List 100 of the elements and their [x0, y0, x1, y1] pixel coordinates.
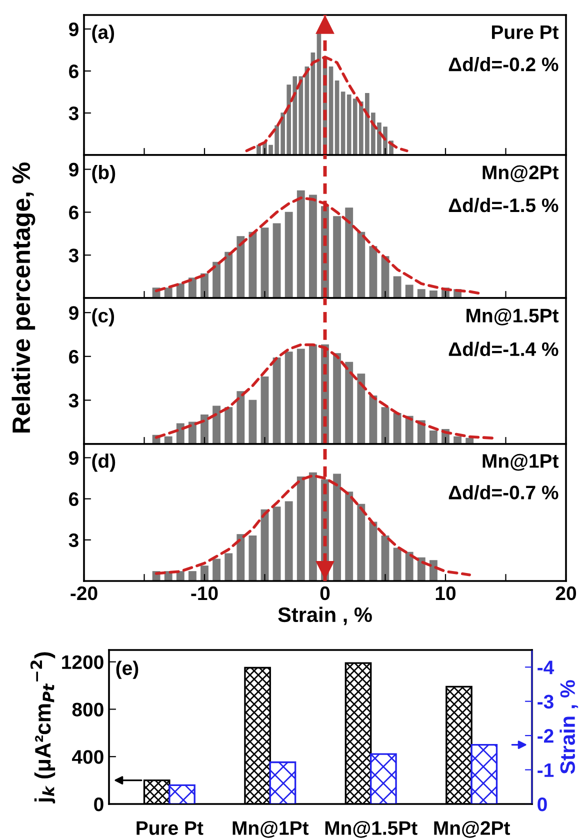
x-tick-label: Mn@1.5Pt — [325, 820, 418, 838]
y-tick-label: 1200 — [62, 655, 104, 670]
y2-tick-label: 0 — [538, 797, 547, 812]
bar — [334, 80, 340, 155]
bar — [212, 558, 221, 581]
bar — [333, 353, 342, 444]
y2-axis-title: Strain , % — [560, 680, 578, 774]
bar — [369, 522, 378, 581]
bar — [260, 228, 269, 298]
y-axis-title: j$_{k}$ (μA²cm$_{Pt}$$^{−2}$) — [30, 652, 56, 804]
bar — [296, 476, 305, 581]
annotation: Δd/d=-1.4 % — [448, 342, 558, 356]
annotation: Mn@1.5Pt — [466, 308, 559, 326]
y-tick-label: 9 — [69, 162, 78, 177]
bar — [200, 414, 208, 444]
y-tick-label: 9 — [69, 306, 78, 320]
y-tick-label: 800 — [72, 702, 104, 716]
bar — [345, 362, 354, 444]
annotation: Mn@1Pt — [482, 454, 559, 471]
annotation: (b) — [92, 165, 116, 184]
x-axis-title: Strain , % — [278, 606, 372, 626]
bar — [272, 358, 281, 444]
bar — [188, 571, 196, 581]
bar — [333, 474, 342, 581]
bar — [200, 566, 208, 581]
bar — [284, 212, 293, 298]
bar — [212, 262, 221, 298]
bar — [248, 535, 257, 581]
bar — [381, 407, 390, 444]
y-axis-title: Relative percentage, % — [12, 162, 36, 432]
bar — [369, 395, 378, 444]
bar — [357, 504, 366, 581]
x-tick-label: -20 — [70, 586, 98, 600]
bar — [212, 406, 221, 444]
bar — [405, 552, 414, 581]
y-tick-label: 3 — [68, 533, 78, 548]
bar — [284, 352, 293, 444]
bar — [200, 273, 208, 298]
y-tick-label: 6 — [69, 64, 78, 78]
bar — [345, 208, 354, 298]
y-tick-label: 6 — [69, 350, 78, 364]
bar — [345, 492, 354, 581]
annotation: Δd/d=-0.2 % — [448, 57, 558, 72]
annotation: (e) — [116, 660, 138, 679]
x-tick-label: Mn@1Pt — [232, 820, 309, 838]
bar — [224, 407, 233, 444]
x-tick-label: -10 — [191, 586, 218, 600]
x-tick-label: 0 — [320, 586, 330, 600]
bar — [308, 344, 317, 444]
bar — [393, 548, 402, 581]
bar — [224, 252, 233, 298]
bar — [333, 216, 342, 298]
annotation: Mn@2Pt — [482, 165, 559, 182]
bar — [429, 430, 438, 444]
bar — [272, 506, 281, 581]
bar — [417, 289, 426, 298]
bar — [236, 391, 245, 444]
y-tick-label: 400 — [72, 750, 104, 764]
bar — [284, 501, 293, 581]
y-tick-label: 3 — [68, 394, 78, 408]
x-tick-label: Pure Pt — [136, 821, 204, 835]
bar — [236, 534, 245, 581]
y2-tick-label: -1 — [538, 763, 554, 777]
y-tick-label: 3 — [68, 106, 78, 120]
x-tick-label: Mn@2Pt — [434, 820, 510, 838]
y-tick-label: 9 — [69, 451, 78, 465]
annotation: (a) — [92, 24, 114, 43]
bar — [308, 472, 317, 581]
annotation: (c) — [92, 308, 114, 326]
bar — [405, 284, 414, 298]
y2-tick-label: -4 — [538, 660, 554, 674]
y-tick-label: 3 — [68, 248, 78, 262]
x-tick-label: 10 — [436, 586, 456, 600]
bar — [296, 190, 305, 298]
y2-tick-label: -2 — [538, 729, 554, 743]
y-tick-label: 0 — [94, 797, 104, 812]
bar — [340, 92, 346, 155]
bar — [393, 412, 402, 444]
bar — [393, 276, 402, 298]
x-tick-label: 20 — [556, 586, 576, 600]
y-tick-label: 6 — [69, 492, 78, 506]
annotation: Δd/d=-1.5 % — [448, 198, 558, 212]
bar — [296, 348, 305, 444]
bar — [260, 376, 269, 444]
bar — [224, 553, 233, 581]
annotation: Pure Pt — [492, 26, 559, 40]
bar — [236, 236, 245, 298]
bar — [357, 232, 366, 298]
annotation: (d) — [92, 454, 116, 472]
bar — [248, 232, 257, 298]
bar — [308, 194, 317, 298]
bar — [357, 374, 366, 444]
annotation: Δd/d=-0.7 % — [448, 485, 558, 500]
y2-tick-label: -3 — [538, 694, 554, 709]
bar — [272, 223, 281, 298]
bar — [328, 66, 334, 155]
y-tick-label: 9 — [69, 22, 78, 36]
bar — [248, 400, 257, 444]
y-tick-label: 6 — [69, 206, 78, 220]
bar — [260, 509, 269, 581]
